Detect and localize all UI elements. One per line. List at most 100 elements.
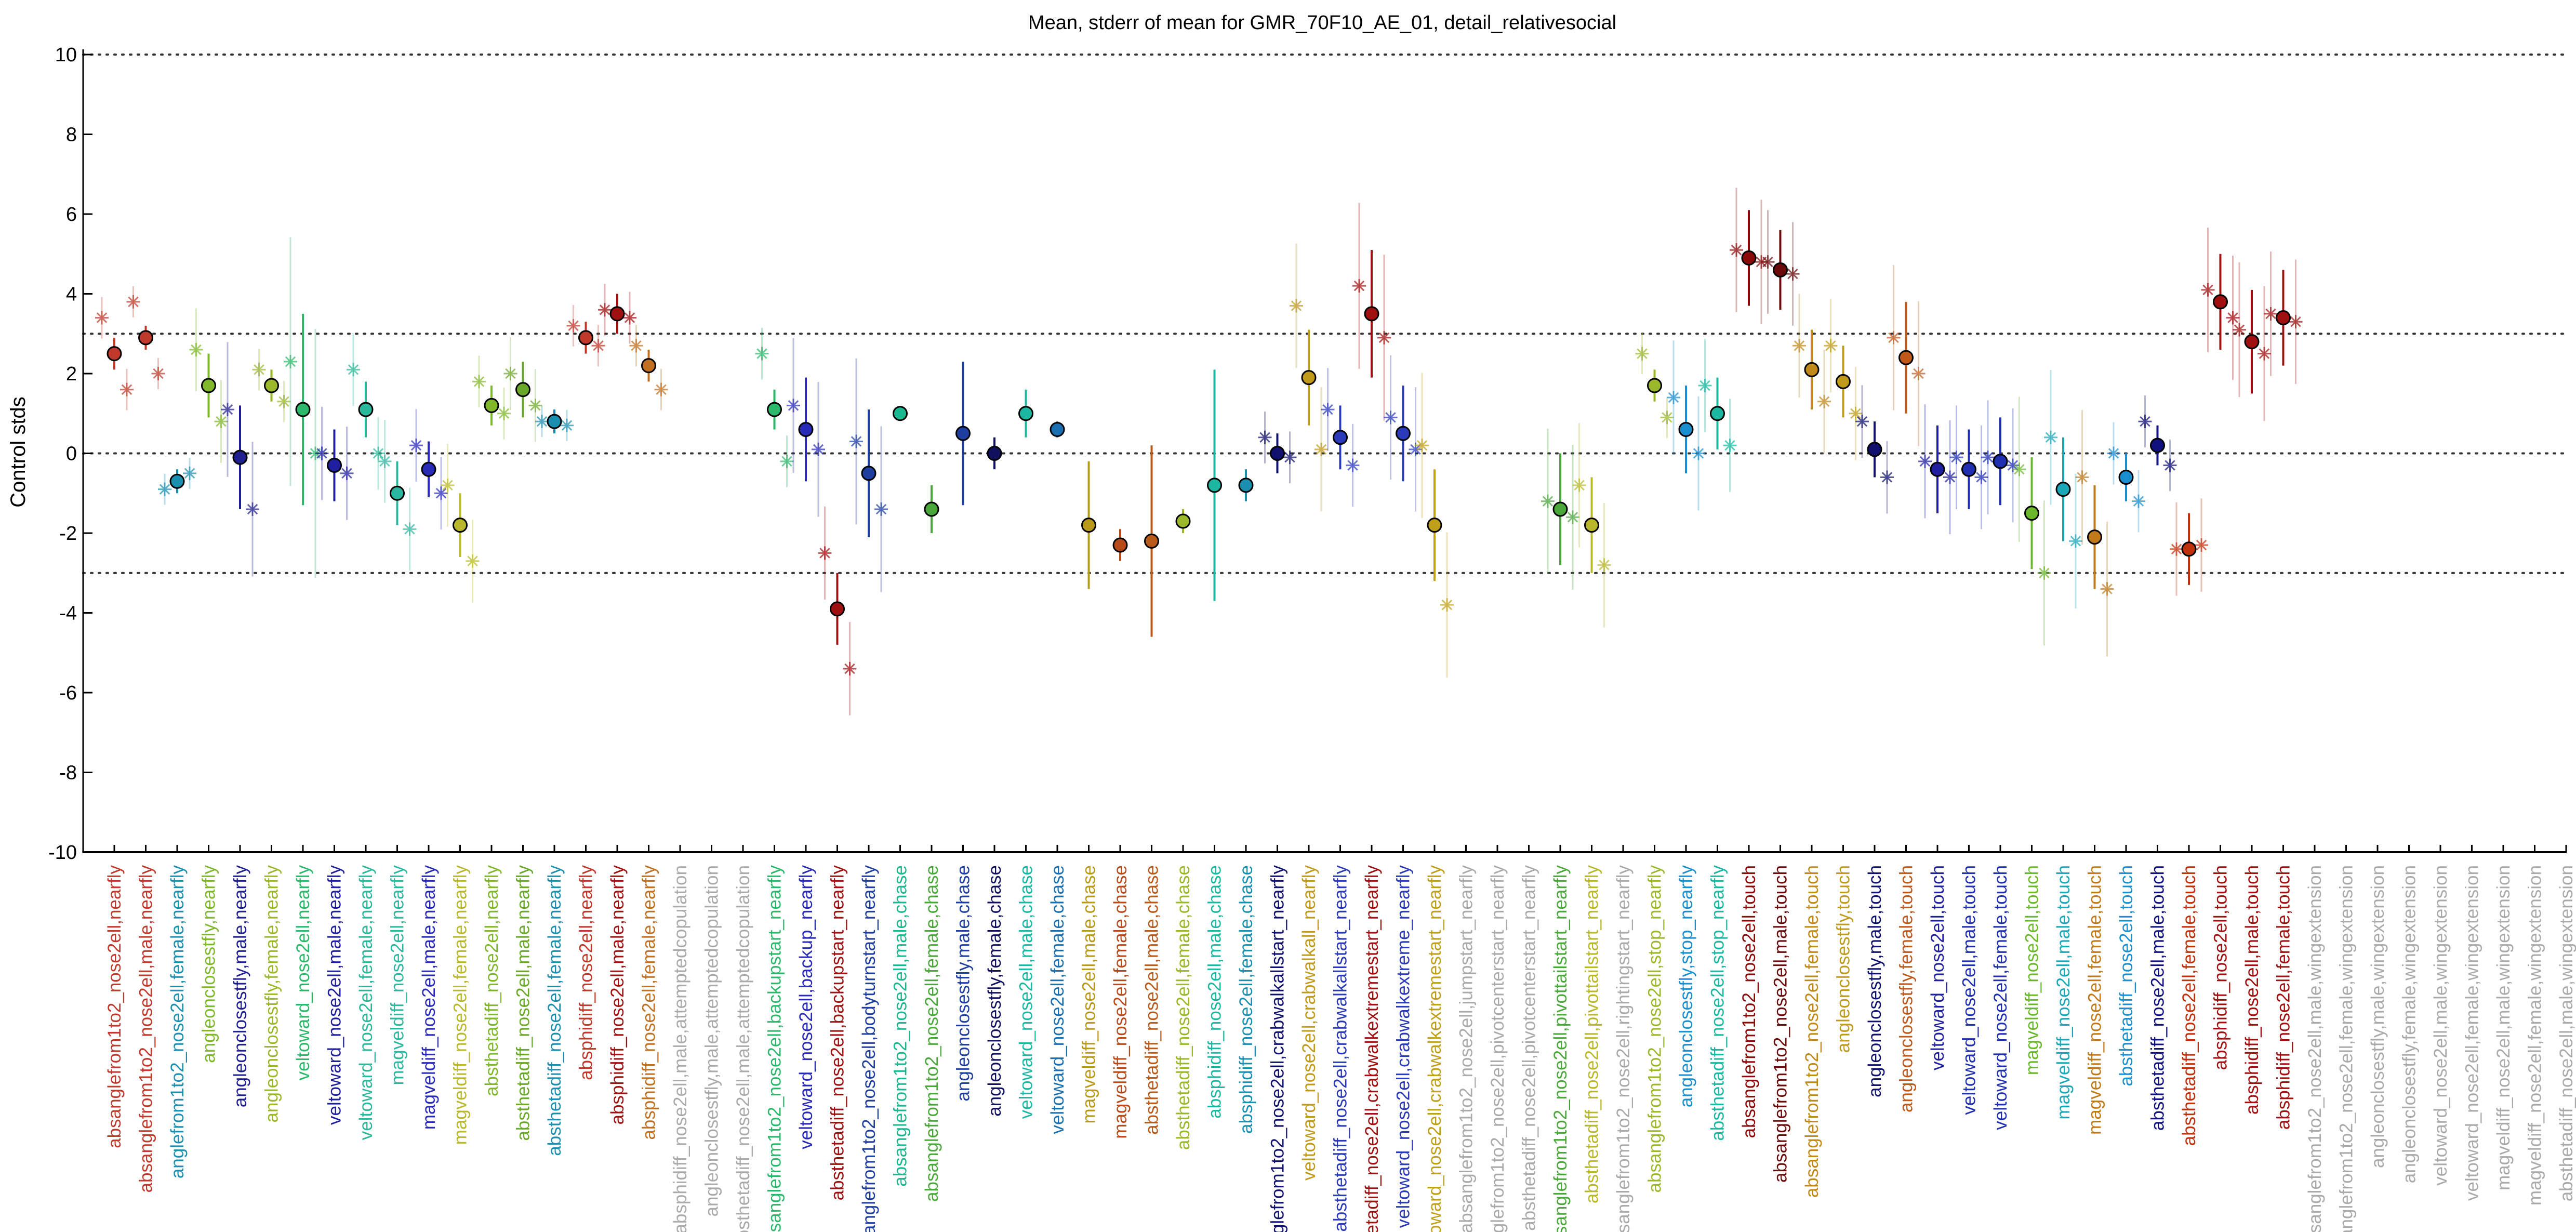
- star-stroke: [788, 400, 799, 411]
- individual-star: [2069, 534, 2082, 548]
- star-stroke: [278, 396, 289, 407]
- star-stroke: [128, 296, 139, 308]
- star-stroke: [1567, 512, 1578, 523]
- individual-star: [403, 522, 417, 536]
- mean-point: [1552, 501, 1568, 517]
- x-tick-label: magveldiff_nose2ell,male,touch: [2053, 865, 2074, 1120]
- x-tick-label: angleonclosestfly,male,nearfly: [230, 865, 250, 1108]
- mean-point: [453, 518, 468, 533]
- chart-title: Mean, stderr of mean for GMR_70F10_AE_01…: [1028, 12, 1616, 34]
- individual-star: [252, 363, 266, 377]
- individual-star: [1761, 255, 1775, 269]
- individual-star: [1855, 415, 1869, 429]
- category-mark: [1792, 294, 1831, 454]
- star-stroke: [1542, 496, 1553, 507]
- star-stroke: [2140, 416, 2150, 427]
- x-tick-label: veltoward_nose2ell,crabwalkextremestart_…: [1425, 865, 1445, 1232]
- x-tick-label: angleonclosestfly,female,touch: [1896, 865, 1917, 1112]
- individual-star: [2170, 542, 2183, 556]
- x-tick-label: magveldiff_nose2ell,female,chase: [1110, 865, 1131, 1139]
- x-tick-label: absanglefrom1to2_nose2ell,female,touch: [1802, 865, 1822, 1198]
- mean-point: [264, 378, 279, 393]
- category-mark: [95, 297, 134, 410]
- star-stroke: [2102, 584, 2113, 594]
- x-tick-label: anglefrom1to2_nose2ell,female,nearfly: [167, 865, 188, 1179]
- individual-star: [2100, 582, 2114, 596]
- y-tick-label: -6: [59, 682, 77, 704]
- mean-point: [798, 421, 814, 437]
- individual-star: [214, 415, 228, 429]
- star-stroke: [1385, 412, 1396, 423]
- x-tick-label: absanglefrom1to2_nose2ell,backupstart_ne…: [765, 865, 785, 1232]
- mean-point: [421, 461, 436, 477]
- individual-star: [284, 354, 297, 368]
- individual-star: [1943, 470, 1957, 484]
- star-stroke: [756, 348, 767, 359]
- x-tick-label: absthetadiff_nose2ell,stop_nearfly: [1708, 865, 1728, 1141]
- individual-star: [1314, 442, 1328, 456]
- mean-point: [1867, 442, 1882, 457]
- star-stroke: [1881, 472, 1893, 483]
- x-tick-label: absthetadiff_nose2ell,pivotcenterstart_n…: [1519, 865, 1539, 1231]
- x-tick-label: absphidiff_nose2ell,male,nearfly: [607, 865, 628, 1125]
- mean-point: [390, 485, 405, 501]
- x-tick-label: absphidiff_nose2ell,male,chase: [1205, 865, 1225, 1119]
- star-stroke: [191, 344, 202, 355]
- star-stroke: [373, 448, 384, 459]
- star-stroke: [410, 440, 422, 451]
- star-stroke: [1353, 280, 1365, 292]
- category-mark: [818, 506, 857, 716]
- category-mark: [629, 325, 668, 410]
- mean-point: [578, 330, 593, 346]
- star-stroke: [473, 376, 485, 387]
- star-stroke: [1724, 440, 1735, 451]
- mean-point: [1364, 306, 1379, 322]
- x-tick-label: magveldiff_nose2ell,female,touch: [2085, 865, 2105, 1135]
- x-tick-label: absthetadiff_nose2ell,pivottailstart_nea…: [1582, 865, 1602, 1204]
- x-tick-label: absphidiff_nose2ell,female,chase: [1236, 865, 1256, 1134]
- star-stroke: [1637, 348, 1648, 359]
- x-tick-label: absthetadiff_nose2ell,crabwalkextremesta…: [1362, 865, 1382, 1232]
- individual-star: [126, 295, 140, 309]
- individual-star: [560, 418, 574, 432]
- individual-star: [654, 382, 668, 396]
- category-mark: [1761, 210, 1800, 326]
- individual-star: [472, 375, 486, 389]
- x-tick-label: angleonclosestfly,male,attemptedcopulati…: [702, 865, 722, 1216]
- category-mark: [1730, 188, 1768, 324]
- star-stroke: [153, 368, 164, 379]
- individual-star: [812, 442, 825, 456]
- star-stroke: [875, 504, 887, 515]
- x-tick-label: magveldiff_nose2ell,male,nearfly: [419, 865, 439, 1130]
- star-stroke: [1850, 408, 1861, 419]
- mean-point: [955, 426, 971, 441]
- category-mark: [1290, 243, 1328, 512]
- individual-star: [497, 406, 511, 420]
- star-stroke: [1762, 256, 1773, 268]
- category-mark: [787, 338, 825, 517]
- category-mark: [409, 409, 448, 530]
- category-mark: [1258, 411, 1297, 484]
- mean-point: [1301, 370, 1317, 386]
- star-stroke: [1284, 452, 1295, 463]
- mean-point: [2244, 334, 2260, 350]
- individual-star: [1667, 391, 1680, 405]
- x-tick-label: veltoward_nose2ell,female,touch: [1990, 865, 2011, 1130]
- category-mark: [158, 457, 196, 505]
- individual-star: [1949, 451, 1963, 465]
- mean-point: [358, 402, 374, 417]
- x-tick-label: veltoward_nose2ell,nearfly: [293, 865, 313, 1081]
- x-tick-label: veltoward_nose2ell,female,chase: [1047, 865, 1068, 1134]
- x-tick-label: absthetadiff_nose2ell,backupstart_nearfl…: [828, 865, 848, 1201]
- individual-star: [629, 339, 643, 353]
- star-stroke: [435, 487, 447, 499]
- x-tick-label: absphidiff_nose2ell,male,attemptedcopula…: [670, 865, 691, 1232]
- category-mark: [1949, 405, 1988, 529]
- category-mark: [1824, 299, 1863, 460]
- x-tick-label: absphidiff_nose2ell,touch: [2211, 865, 2231, 1070]
- x-tick-label: absanglefrom1to2_nose2ell,jumpstart_near…: [1456, 865, 1477, 1232]
- x-tick-label: absphidiff_nose2ell,nearfly: [576, 865, 596, 1080]
- category-mark: [252, 349, 291, 422]
- category-mark: [2075, 409, 2114, 657]
- individual-star: [158, 482, 171, 496]
